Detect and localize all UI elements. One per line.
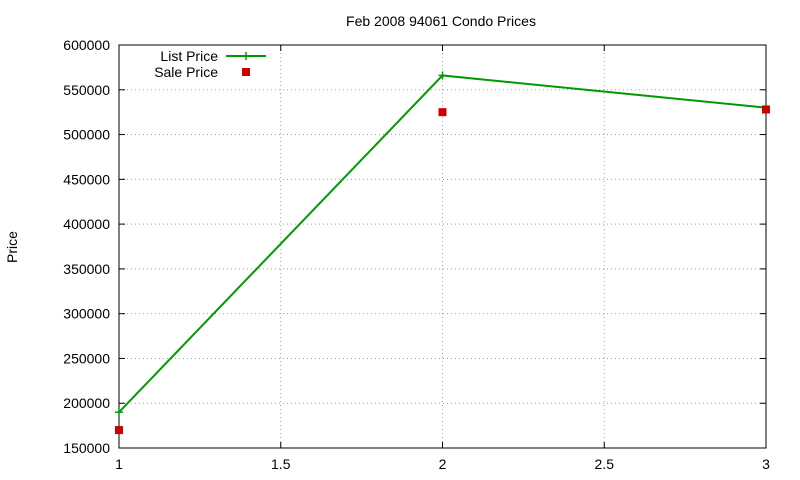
x-tick-label: 2.5 [595, 456, 615, 472]
y-tick-label: 600000 [63, 37, 110, 53]
plot-frame [118, 44, 767, 449]
chart-title: Feb 2008 94061 Condo Prices [346, 13, 536, 29]
legend-label-sale-price: Sale Price [154, 64, 218, 80]
y-tick-label: 450000 [63, 171, 110, 187]
x-tick-label: 1.5 [271, 456, 291, 472]
y-tick-label: 300000 [63, 306, 110, 322]
sale-price-point [762, 105, 770, 114]
legend-marker-sale-price [242, 68, 250, 76]
y-axis-ticks: 150000 200000 250000 300000 350000 400000 4500… [63, 37, 766, 456]
x-tick-label: 2 [439, 456, 447, 472]
grid-layer [119, 45, 766, 448]
y-tick-label: 150000 [63, 440, 110, 456]
y-tick-label: 550000 [63, 82, 110, 98]
x-tick-label: 3 [762, 456, 770, 472]
series-layer [115, 71, 770, 435]
list-price-point [438, 71, 447, 80]
y-tick-label: 200000 [63, 395, 110, 411]
legend-marker-list-price [242, 52, 250, 60]
y-axis-label: Price [4, 231, 20, 263]
sale-price-point [115, 426, 123, 435]
legend-label-list-price: List Price [160, 48, 218, 64]
sale-price-point [438, 108, 447, 117]
y-tick-label: 500000 [63, 127, 110, 143]
list-price-point [115, 408, 123, 417]
x-axis-ticks: 1 1.5 2 2.5 3 [115, 45, 770, 472]
y-tick-label: 400000 [63, 216, 110, 232]
x-tick-label: 1 [115, 456, 123, 472]
y-tick-label: 250000 [63, 350, 110, 366]
y-tick-label: 350000 [63, 261, 110, 277]
